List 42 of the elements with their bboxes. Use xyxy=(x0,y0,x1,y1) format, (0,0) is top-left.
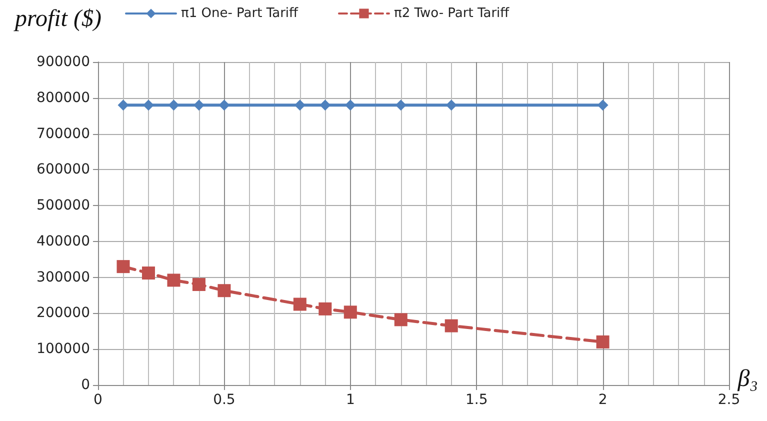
legend-label: π2 Two- Part Tariff xyxy=(394,6,510,21)
point xyxy=(192,278,206,292)
y-tick-label: 600000 xyxy=(36,162,90,178)
y-tick-label: 0 xyxy=(81,377,90,393)
y-tick-label: 400000 xyxy=(36,233,90,250)
y-tick-label: 100000 xyxy=(36,341,90,358)
point xyxy=(118,100,129,111)
x-tick-label: 0.5 xyxy=(213,392,236,408)
point xyxy=(218,100,230,111)
legend-label: π1 One- Part Tariff xyxy=(181,6,300,21)
point xyxy=(116,260,130,274)
x-tick-label: 2 xyxy=(598,392,608,408)
point xyxy=(446,100,457,111)
point xyxy=(320,100,331,111)
point xyxy=(344,306,357,319)
point xyxy=(294,100,306,111)
x-axis-title: β₃ xyxy=(736,366,758,392)
y-tick-label: 300000 xyxy=(36,269,90,286)
point xyxy=(596,335,610,348)
x-tick-label: 1 xyxy=(346,392,355,408)
point xyxy=(395,100,406,111)
point xyxy=(344,100,356,111)
y-tick-label: 500000 xyxy=(36,198,90,214)
point xyxy=(597,100,608,111)
point xyxy=(193,100,204,111)
point xyxy=(142,100,154,111)
point xyxy=(142,266,155,280)
point xyxy=(167,274,180,287)
y-tick-label: 200000 xyxy=(36,305,90,322)
point xyxy=(293,298,306,311)
x-tick-label: 2.5 xyxy=(718,392,740,408)
point xyxy=(218,284,231,298)
y-tick-label: 700000 xyxy=(36,126,90,142)
y-tick-label: 800000 xyxy=(36,90,90,106)
y-tick-label: 900000 xyxy=(36,54,90,70)
point xyxy=(168,100,180,111)
x-tick-label: 0 xyxy=(94,392,102,408)
point xyxy=(394,313,408,326)
x-tick-label: 1.5 xyxy=(465,392,488,408)
point xyxy=(318,302,332,316)
point xyxy=(444,319,458,332)
y-axis-title: profit ($) xyxy=(13,6,102,32)
